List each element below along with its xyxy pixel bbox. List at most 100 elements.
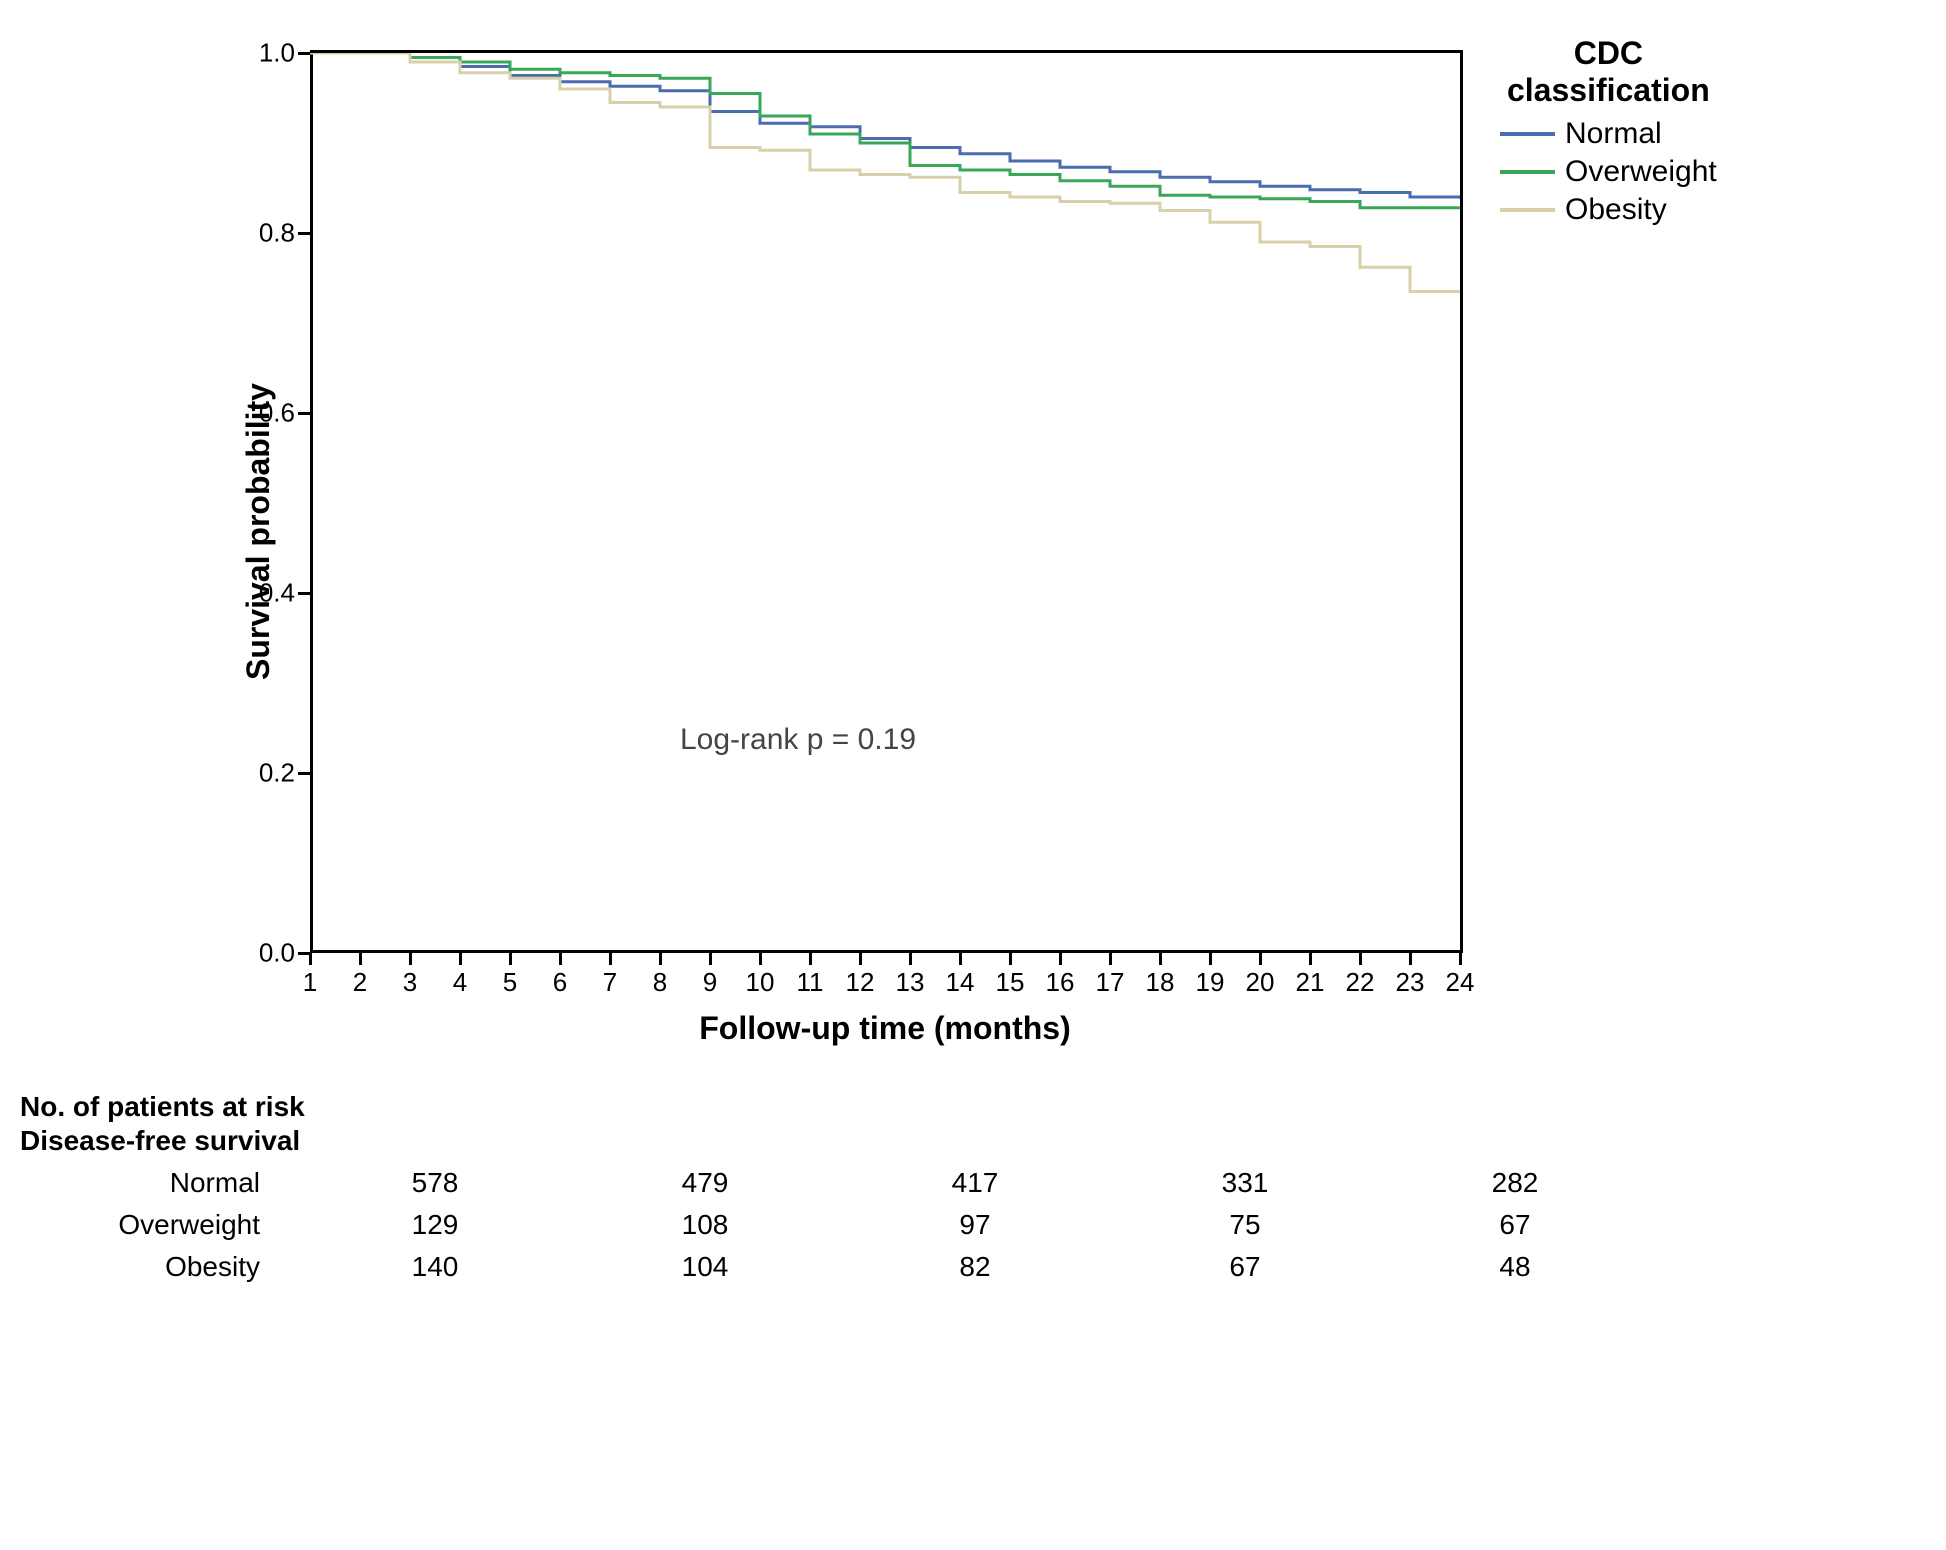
risk-value: 282	[1380, 1167, 1650, 1199]
x-tick-label: 22	[1346, 967, 1375, 998]
x-tick	[659, 953, 662, 965]
risk-row-obesity: Obesity140104826748	[20, 1251, 1720, 1283]
legend-label: Obesity	[1565, 193, 1667, 227]
x-tick	[759, 953, 762, 965]
risk-row-label: Normal	[20, 1167, 300, 1199]
x-tick	[609, 953, 612, 965]
legend-swatch	[1500, 132, 1555, 136]
survival-curve-normal	[310, 53, 1460, 199]
x-tick-label: 21	[1296, 967, 1325, 998]
x-tick	[1009, 953, 1012, 965]
legend: CDC classification Normal Overweight Obesi…	[1500, 35, 1717, 231]
x-tick	[309, 953, 312, 965]
x-tick-label: 5	[503, 967, 517, 998]
risk-value: 331	[1110, 1167, 1380, 1199]
risk-value: 417	[840, 1167, 1110, 1199]
risk-row-normal: Normal578479417331282	[20, 1167, 1720, 1199]
x-tick	[509, 953, 512, 965]
x-tick-label: 4	[453, 967, 467, 998]
risk-value: 479	[570, 1167, 840, 1199]
risk-value: 75	[1110, 1209, 1380, 1241]
risk-row-overweight: Overweight129108977567	[20, 1209, 1720, 1241]
x-tick-label: 12	[846, 967, 875, 998]
risk-value: 97	[840, 1209, 1110, 1241]
x-tick	[1259, 953, 1262, 965]
logrank-annotation: Log-rank p = 0.19	[680, 723, 916, 757]
plot-svg	[310, 53, 1460, 953]
legend-item-overweight: Overweight	[1500, 155, 1717, 189]
x-tick	[1159, 953, 1162, 965]
x-tick-label: 14	[946, 967, 975, 998]
y-tick	[298, 232, 310, 235]
x-tick	[409, 953, 412, 965]
risk-row-label: Overweight	[20, 1209, 300, 1241]
x-tick	[1409, 953, 1412, 965]
x-tick	[459, 953, 462, 965]
legend-title-line2: classification	[1507, 72, 1710, 108]
legend-item-obesity: Obesity	[1500, 193, 1717, 227]
risk-value: 82	[840, 1251, 1110, 1283]
y-tick	[298, 772, 310, 775]
risk-title-line2: Disease-free survival	[20, 1125, 300, 1156]
x-tick	[1359, 953, 1362, 965]
risk-title-line1: No. of patients at risk	[20, 1091, 305, 1122]
x-tick	[859, 953, 862, 965]
risk-value: 48	[1380, 1251, 1650, 1283]
legend-label: Normal	[1565, 117, 1662, 151]
y-tick	[298, 412, 310, 415]
x-tick-label: 13	[896, 967, 925, 998]
risk-value: 108	[570, 1209, 840, 1241]
y-tick-label: 0.0	[240, 938, 295, 969]
x-tick	[809, 953, 812, 965]
x-tick	[359, 953, 362, 965]
x-tick-label: 7	[603, 967, 617, 998]
x-tick-label: 3	[403, 967, 417, 998]
x-tick-label: 17	[1096, 967, 1125, 998]
legend-title: CDC classification	[1500, 35, 1717, 109]
legend-label: Overweight	[1565, 155, 1717, 189]
x-tick-label: 18	[1146, 967, 1175, 998]
risk-table: No. of patients at risk Disease-free sur…	[20, 1090, 1720, 1283]
figure-container: 0.00.20.40.60.81.01234567891011121314151…	[20, 20, 1920, 1283]
y-axis-label: Survival probability	[240, 383, 277, 680]
survival-curve-obesity	[310, 53, 1460, 292]
x-tick	[1109, 953, 1112, 965]
x-tick	[909, 953, 912, 965]
y-tick-label: 0.8	[240, 218, 295, 249]
y-tick	[298, 592, 310, 595]
chart-area: 0.00.20.40.60.81.01234567891011121314151…	[200, 20, 1750, 1070]
x-tick-label: 16	[1046, 967, 1075, 998]
x-tick-label: 19	[1196, 967, 1225, 998]
x-tick-label: 8	[653, 967, 667, 998]
x-tick-label: 1	[303, 967, 317, 998]
plot-frame: 0.00.20.40.60.81.01234567891011121314151…	[310, 50, 1463, 953]
y-tick-label: 0.2	[240, 758, 295, 789]
x-tick-label: 24	[1446, 967, 1475, 998]
x-tick-label: 10	[746, 967, 775, 998]
y-tick	[298, 52, 310, 55]
x-tick-label: 2	[353, 967, 367, 998]
x-tick-label: 9	[703, 967, 717, 998]
legend-swatch	[1500, 208, 1555, 212]
legend-item-normal: Normal	[1500, 117, 1717, 151]
x-tick-label: 11	[797, 967, 824, 998]
risk-value: 578	[300, 1167, 570, 1199]
x-tick-label: 15	[996, 967, 1025, 998]
risk-table-title: No. of patients at risk Disease-free sur…	[20, 1090, 1720, 1157]
survival-curve-overweight	[310, 53, 1460, 208]
x-tick	[559, 953, 562, 965]
legend-swatch	[1500, 170, 1555, 174]
risk-row-label: Obesity	[20, 1251, 300, 1283]
risk-value: 67	[1380, 1209, 1650, 1241]
x-tick	[709, 953, 712, 965]
legend-title-line1: CDC	[1574, 35, 1643, 71]
x-tick	[1059, 953, 1062, 965]
risk-value: 140	[300, 1251, 570, 1283]
x-tick-label: 6	[553, 967, 567, 998]
x-tick	[1459, 953, 1462, 965]
x-tick-label: 20	[1246, 967, 1275, 998]
x-tick-label: 23	[1396, 967, 1425, 998]
x-axis-label: Follow-up time (months)	[310, 1010, 1460, 1047]
risk-value: 67	[1110, 1251, 1380, 1283]
y-tick-label: 1.0	[240, 38, 295, 69]
